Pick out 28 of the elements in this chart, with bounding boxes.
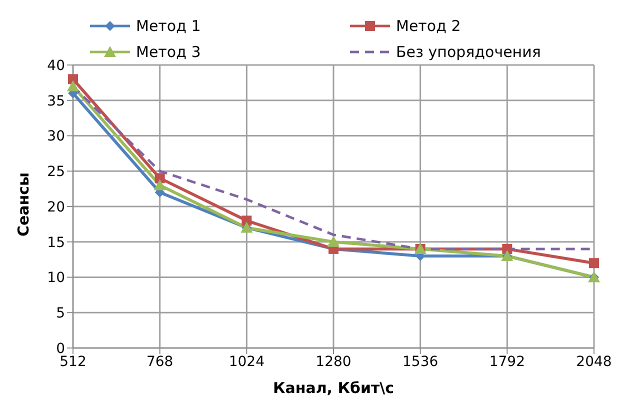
point (242, 216, 252, 226)
legend-label: Метод 1 (136, 17, 201, 35)
x-axis-title: Канал, Кбит\с (272, 379, 394, 397)
legend-label: Метод 2 (396, 17, 461, 35)
x-tick-label: 768 (146, 354, 174, 370)
legend-label: Без упорядочения (396, 43, 541, 61)
y-tick-label: 5 (56, 306, 65, 322)
point (67, 80, 79, 92)
y-tick-label: 30 (47, 128, 65, 145)
point (328, 236, 340, 247)
x-tick-label: 2048 (576, 354, 612, 370)
y-tick-label: 15 (47, 234, 65, 251)
point (154, 179, 166, 190)
point (502, 244, 512, 254)
point (589, 258, 599, 268)
x-tick-label: 1280 (316, 354, 352, 370)
y-axis-title: Сеансы (14, 172, 32, 236)
x-tick-label: 1024 (228, 354, 265, 370)
y-tick-label: 35 (47, 93, 65, 110)
x-tick-label: 1536 (402, 354, 438, 370)
x-tick-label: 1792 (489, 354, 525, 370)
y-tick-label: 20 (47, 199, 65, 216)
legend-label: Метод 3 (136, 43, 201, 61)
y-tick-label: 10 (47, 270, 65, 286)
y-tick-label: 25 (47, 164, 65, 180)
point (68, 74, 78, 84)
point (154, 173, 165, 184)
y-tick-label: 40 (47, 58, 65, 74)
